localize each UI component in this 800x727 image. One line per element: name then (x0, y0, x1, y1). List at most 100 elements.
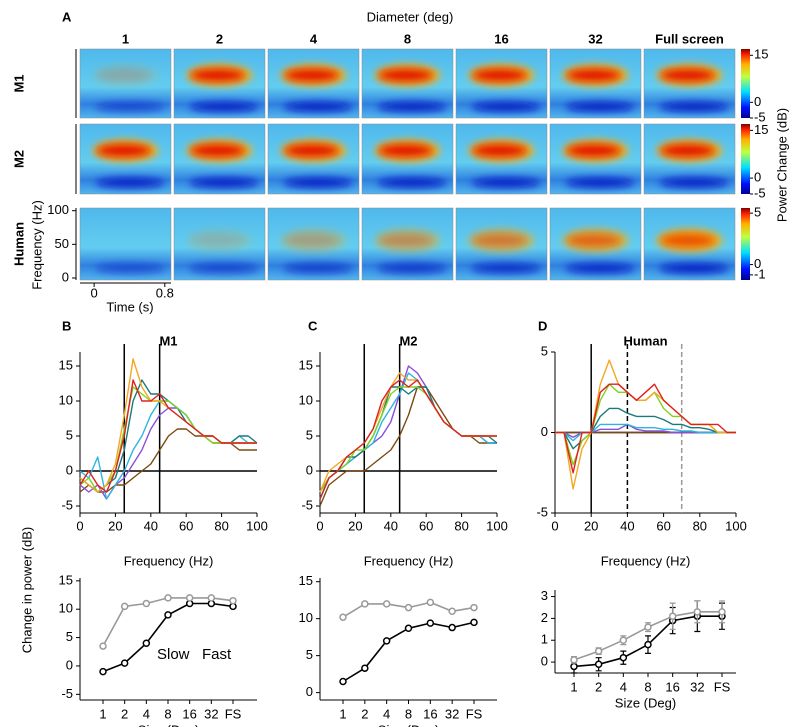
x-tick-label: 100 (246, 518, 268, 533)
band-low (659, 102, 729, 112)
band-low (565, 263, 635, 274)
marker (594, 647, 603, 655)
x-tick-label: 40 (384, 518, 398, 533)
x-tick-label: 0 (76, 518, 83, 533)
spectrogram-frame (549, 123, 642, 195)
y-tick-label: 10 (299, 392, 313, 407)
band-low (377, 263, 447, 274)
marker (120, 659, 129, 667)
spectrogram (549, 207, 642, 281)
y-tick-label: 5 (541, 343, 548, 358)
marker (426, 598, 435, 607)
x-tick-label: 100 (725, 518, 747, 533)
legend-label: Fast (202, 646, 232, 663)
x-tick-label: 1 (339, 706, 346, 721)
x-axis-label: Size (Deg) (138, 722, 199, 727)
band-hot (284, 233, 339, 247)
colorbar-tick-label: 0 (754, 170, 761, 185)
y-tick-label: 1 (541, 632, 548, 647)
y-tick-label: 100 (47, 202, 69, 217)
panel-letter: D (538, 318, 547, 333)
band-low (283, 263, 353, 274)
series-line (319, 386, 498, 493)
y-tick-label: 5 (66, 629, 73, 644)
x-tick-label: 32 (204, 706, 218, 721)
row-label: Human (11, 222, 26, 266)
x-tick-label: 80 (693, 518, 707, 533)
spectrogram-frame (173, 207, 266, 281)
y-tick-label: 0 (66, 462, 73, 477)
band-hot (660, 233, 715, 247)
spectrogram (79, 48, 172, 119)
column-label: 8 (404, 31, 411, 46)
spectrogram (267, 48, 360, 119)
spectrogram (549, 123, 642, 195)
series-line (319, 379, 497, 500)
spectrogram-frame (267, 48, 360, 119)
spectrogram-frame (79, 48, 172, 119)
marker (594, 660, 603, 669)
y-tick-label: 0 (541, 654, 548, 669)
column-label: 2 (216, 31, 223, 46)
y-tick-label: 15 (299, 573, 313, 588)
spectrogram-frame (455, 207, 548, 281)
band-hot (190, 69, 245, 82)
spectrogram-frame (79, 207, 172, 281)
marker (142, 639, 151, 648)
x-tick-label: 0.8 (156, 285, 174, 300)
x-tick-label: 2 (595, 679, 602, 694)
x-tick-label: 80 (214, 518, 228, 533)
panel-letter: C (308, 318, 318, 333)
band-hot (190, 144, 245, 157)
x-tick-label: 4 (383, 706, 390, 721)
y-tick-label: 3 (541, 588, 548, 603)
spectrogram (79, 207, 172, 281)
spectrogram-frame (455, 123, 548, 195)
spectrogram (455, 123, 548, 195)
band-hot (472, 69, 527, 82)
x-tick-label: 60 (656, 518, 670, 533)
y-axis-label: Frequency (Hz) (29, 200, 44, 290)
spectrogram-frame (361, 207, 454, 281)
band-hot (472, 233, 527, 247)
colorbar-tick-label: 5 (754, 205, 761, 220)
series-line (555, 383, 736, 474)
band-low (377, 102, 447, 112)
colorbar (741, 208, 750, 280)
marker (164, 611, 172, 619)
spectrogram (173, 207, 266, 281)
band-hot (660, 69, 715, 82)
band-low (189, 177, 259, 188)
marker (164, 594, 172, 602)
marker (619, 636, 628, 644)
x-axis-label: Frequency (Hz) (124, 553, 214, 568)
x-tick-label: 16 (665, 679, 679, 694)
marker (382, 637, 391, 645)
spectrogram (455, 207, 548, 281)
colorbar-tick-label: -1 (754, 266, 766, 281)
spectrogram (455, 48, 548, 119)
band-low (189, 263, 259, 274)
colorbar-tick-label: 0 (754, 256, 761, 271)
x-axis-label: Frequency (Hz) (601, 553, 691, 568)
spectrogram (361, 207, 454, 281)
y-tick-label: 2 (541, 610, 548, 625)
spectrogram-frame (267, 207, 360, 281)
band-hot (472, 144, 527, 157)
y-tick-label: 0 (66, 657, 73, 672)
band-low (189, 102, 259, 112)
column-label: 4 (310, 31, 318, 46)
spectrogram (643, 123, 736, 195)
x-tick-label: 20 (348, 518, 362, 533)
series-line (79, 386, 257, 493)
x-tick-label: 60 (419, 518, 433, 533)
row-label: M2 (11, 150, 26, 168)
y-tick-label: 15 (59, 572, 73, 587)
x-tick-label: 16 (182, 706, 196, 721)
colorbar (741, 124, 750, 194)
x-tick-label: FS (225, 706, 242, 721)
band-low (471, 177, 541, 188)
y-tick-label: 5 (306, 427, 313, 442)
y-tick-label: -5 (61, 497, 73, 512)
